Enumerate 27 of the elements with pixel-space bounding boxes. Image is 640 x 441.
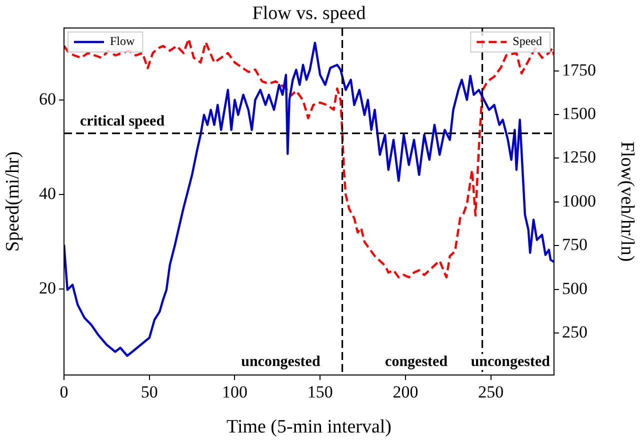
y2-tick-label: 750: [562, 235, 588, 254]
x-tick-label: 150: [307, 382, 333, 402]
y2-axis-title: Flow(veh/hr/ln): [616, 141, 638, 262]
x-tick-label: 250: [478, 382, 504, 402]
y2-tick-label: 1250: [562, 148, 596, 167]
line-series: [64, 38, 554, 278]
y-tick-label: 60: [39, 90, 56, 109]
y2-tick-label: 1000: [562, 191, 596, 210]
y2-tick-label: 1500: [562, 104, 596, 123]
y-axis-title: Speed(mi/hr): [2, 151, 24, 252]
annotation: uncongested: [470, 354, 551, 370]
x-axis-title: Time (5-min interval): [226, 416, 392, 438]
legend-label: Flow: [110, 34, 136, 48]
y-tick-label: 20: [39, 278, 56, 298]
x-tick-label: 50: [140, 382, 158, 402]
ref-line-label: critical speed: [80, 114, 166, 130]
y2-tick-label: 500: [562, 278, 588, 298]
legend-label: Speed: [512, 34, 542, 48]
y-tick-label: 40: [39, 184, 56, 204]
chart-title: Flow vs. speed: [252, 2, 366, 24]
x-tick-label: 100: [222, 382, 248, 402]
y2-tick-label: 1750: [562, 60, 596, 80]
x-tick-label: 0: [60, 382, 68, 402]
annotation: congested: [385, 354, 448, 370]
annotation: uncongested: [241, 354, 321, 370]
y2-tick-label: 250: [562, 322, 588, 342]
x-tick-label: 200: [392, 382, 418, 402]
